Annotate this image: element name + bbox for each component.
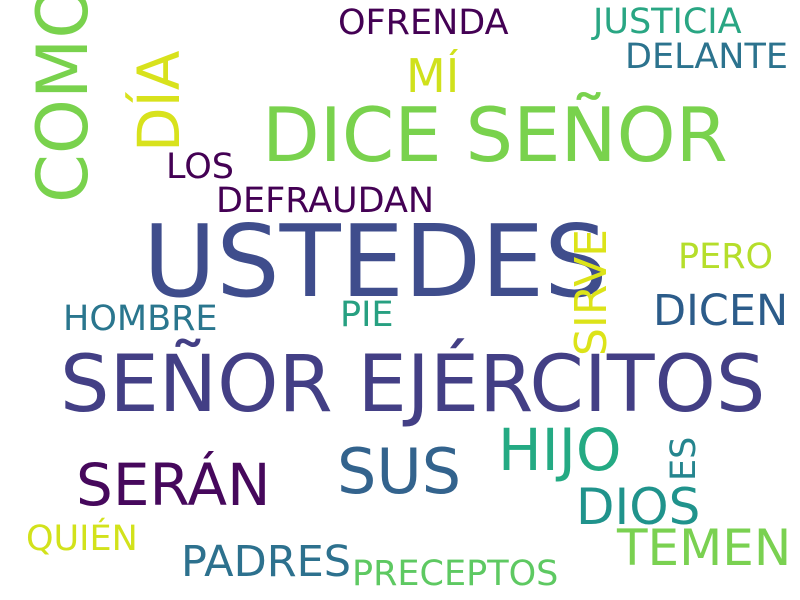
word-delante: DELANTE xyxy=(625,37,788,77)
word-ustedes: USTEDES xyxy=(143,203,608,320)
word-padres: PADRES xyxy=(181,537,352,587)
word-quien: QUIÉN xyxy=(26,519,138,559)
word-sirve: SIRVE xyxy=(566,229,617,356)
word-sus: SUS xyxy=(337,435,462,508)
word-temen: TEMEN xyxy=(617,519,792,577)
word-defraudan: DEFRAUDAN xyxy=(216,181,435,221)
word-justicia: JUSTICIA xyxy=(593,2,742,42)
word-dicen: DICEN xyxy=(653,286,789,336)
word-hijo: HIJO xyxy=(498,416,622,484)
word-seran: SERÁN xyxy=(76,451,271,519)
word-como: COMO xyxy=(22,0,104,203)
word-dice-senor: DICE SEÑOR xyxy=(262,91,728,179)
word-dia: DÍA xyxy=(125,50,193,152)
word-pero: PERO xyxy=(678,237,774,277)
word-los: LOS xyxy=(166,147,235,187)
word-mi: MÍ xyxy=(406,49,460,103)
word-senor-ejercitos: SEÑOR EJÉRCITOS xyxy=(60,340,766,430)
word-hombre: HOMBRE xyxy=(63,299,218,339)
word-preceptos: PRECEPTOS xyxy=(352,554,559,594)
word-ofrenda: OFRENDA xyxy=(338,3,509,43)
word-es: ES xyxy=(664,436,704,481)
word-pie: PIE xyxy=(340,295,394,335)
word-dios: DIOS xyxy=(576,478,701,536)
